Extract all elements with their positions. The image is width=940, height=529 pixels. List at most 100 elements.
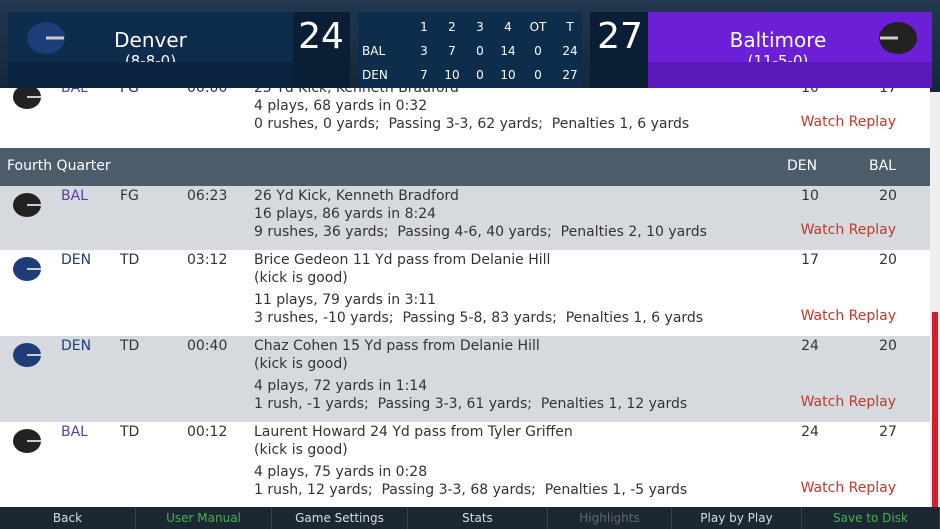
- away-panel: 27 Baltimore (11-5-0): [590, 12, 932, 88]
- column-label: DEN: [787, 158, 818, 174]
- play-text: Brice Gedeon 11 Yd pass from Delanie Hil…: [254, 252, 551, 268]
- score-type: FG: [120, 188, 139, 204]
- helmet-icon: [13, 193, 41, 217]
- box-column: T: [566, 20, 574, 34]
- game-clock: 00:00: [187, 88, 228, 96]
- watch-replay[interactable]: Watch Replay: [800, 394, 896, 410]
- box-value: 14: [500, 44, 516, 58]
- box-value: 7: [448, 44, 456, 58]
- helmet-icon: [13, 88, 41, 109]
- score-type: FG: [120, 88, 139, 96]
- den-score: 24: [801, 338, 819, 354]
- play-text: (kick is good): [254, 270, 348, 286]
- drive-summary: 4 plays, 72 yards in 1:14: [254, 378, 428, 394]
- box-value: 24: [562, 44, 578, 58]
- bal-score: 20: [879, 188, 897, 204]
- game-clock: 00:12: [187, 424, 228, 440]
- play-text: Laurent Howard 24 Yd pass from Tyler Gri…: [254, 424, 573, 440]
- home-panel: Denver (8-8-0) 24: [8, 12, 350, 88]
- bal-score: 17: [879, 88, 897, 96]
- toolbar-button[interactable]: Save to Disk: [802, 507, 940, 529]
- box-team: BAL: [362, 44, 386, 58]
- column-label: BAL: [869, 158, 896, 174]
- game-clock: 00:40: [187, 338, 228, 354]
- box-column: 2: [448, 20, 456, 34]
- helmet-icon: [13, 257, 41, 281]
- helmet-icon: [879, 22, 917, 54]
- box-column: 3: [476, 20, 484, 34]
- play-row: DEN TD 00:40 Chaz Cohen 15 Yd pass from Del…: [0, 336, 930, 422]
- drive-summary: 4 plays, 68 yards in 0:32: [254, 98, 428, 114]
- team-score: 27: [597, 16, 643, 57]
- toolbar-button[interactable]: Stats: [408, 507, 548, 529]
- play-row: BAL FG 00:00 25 Yd Kick, Kenneth Bradford 4 …: [0, 88, 930, 148]
- toolbar-button[interactable]: Game Settings: [272, 507, 408, 529]
- drive-stats: 1 rush, 12 yards; Passing 3-3, 68 yards;…: [254, 482, 688, 498]
- toolbar-button[interactable]: User Manual: [136, 507, 272, 529]
- drive-stats: 0 rushes, 0 yards; Passing 3-3, 62 yards…: [254, 116, 690, 132]
- score-type: TD: [120, 252, 140, 268]
- box-value: 0: [534, 68, 542, 82]
- box-column: OT: [529, 20, 547, 34]
- team-abbr: BAL: [61, 424, 88, 440]
- toolbar-button[interactable]: Play by Play: [672, 507, 802, 529]
- box-value: 10: [500, 68, 516, 82]
- play-text: (kick is good): [254, 356, 348, 372]
- bal-score: 20: [879, 252, 897, 268]
- team-abbr: BAL: [61, 188, 88, 204]
- drive-summary: 16 plays, 86 yards in 8:24: [254, 206, 437, 222]
- den-score: 10: [801, 88, 819, 96]
- den-score: 17: [801, 252, 819, 268]
- helmet-icon: [13, 343, 41, 367]
- game-clock: 06:23: [187, 188, 228, 204]
- toolbar-button: Highlights: [548, 507, 672, 529]
- drive-stats: 1 rush, -1 yards; Passing 3-3, 61 yards;…: [254, 396, 688, 412]
- play-text: 25 Yd Kick, Kenneth Bradford: [254, 88, 459, 96]
- helmet-icon: [13, 429, 41, 453]
- box-value: 0: [476, 44, 484, 58]
- box-column: 4: [504, 20, 512, 34]
- team-abbr: DEN: [61, 252, 92, 268]
- bal-score: 27: [879, 424, 897, 440]
- scrollbar[interactable]: [930, 92, 940, 507]
- play-text: 26 Yd Kick, Kenneth Bradford: [254, 188, 459, 204]
- box-value: 27: [562, 68, 578, 82]
- game-clock: 03:12: [187, 252, 228, 268]
- team-name: Baltimore: [729, 28, 827, 52]
- box-value: 0: [476, 68, 484, 82]
- watch-replay[interactable]: Watch Replay: [800, 222, 896, 238]
- box-column: 1: [420, 20, 428, 34]
- play-row: DEN TD 03:12 Brice Gedeon 11 Yd pass from D…: [0, 250, 930, 336]
- play-text: Chaz Cohen 15 Yd pass from Delanie Hill: [254, 338, 540, 354]
- play-row: BAL FG 06:23 26 Yd Kick, Kenneth Bradford 16…: [0, 186, 930, 250]
- team-name: Denver: [114, 28, 187, 52]
- play-row: BAL TD 00:12 Laurent Howard 24 Yd pass from…: [0, 422, 930, 507]
- score-type: TD: [120, 424, 140, 440]
- drive-summary: 11 plays, 79 yards in 3:11: [254, 292, 437, 308]
- section-title: Fourth Quarter: [7, 158, 111, 174]
- box-team: DEN: [362, 68, 388, 82]
- den-score: 24: [801, 424, 819, 440]
- drive-stats: 3 rushes, -10 yards; Passing 5-8, 83 yar…: [254, 310, 704, 326]
- team-abbr: DEN: [61, 338, 92, 354]
- helmet-icon: [27, 22, 65, 54]
- watch-replay[interactable]: Watch Replay: [800, 480, 896, 496]
- watch-replay[interactable]: Watch Replay: [800, 308, 896, 324]
- toolbar: Back User Manual Game Settings Stats Highlig…: [0, 507, 940, 529]
- box-value: 0: [534, 44, 542, 58]
- toolbar-button[interactable]: Back: [0, 507, 136, 529]
- bal-score: 20: [879, 338, 897, 354]
- play-text: (kick is good): [254, 442, 348, 458]
- drive-summary: 4 plays, 75 yards in 0:28: [254, 464, 428, 480]
- section-header: Fourth Quarter DEN BAL: [0, 148, 930, 186]
- den-score: 10: [801, 188, 819, 204]
- box-value: 3: [420, 44, 428, 58]
- team-score: 24: [298, 16, 344, 57]
- watch-replay[interactable]: Watch Replay: [800, 114, 896, 130]
- box-value: 7: [420, 68, 428, 82]
- score-type: TD: [120, 338, 140, 354]
- box-value: 10: [444, 68, 460, 82]
- scoreboard: Denver (8-8-0) 24 1 2 3 4 OT T BAL 3 7 0 14 0 24 DEN 7…: [0, 0, 940, 92]
- drive-stats: 9 rushes, 36 yards; Passing 4-6, 40 yard…: [254, 224, 707, 240]
